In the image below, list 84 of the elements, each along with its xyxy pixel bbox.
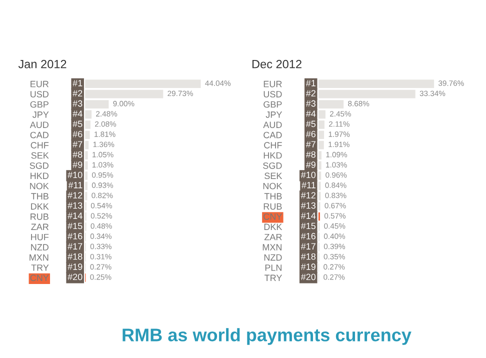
annotation: #3 xyxy=(72,100,82,107)
y-tick-label: AUD xyxy=(263,122,282,128)
y-tick-label: EUR xyxy=(30,80,49,88)
annotation: #15 xyxy=(300,222,316,230)
annotation: #20 xyxy=(300,274,316,280)
y-tick-label: DKK xyxy=(264,224,282,230)
annotation: #3 xyxy=(306,100,316,107)
y-tick-label: TRY xyxy=(31,264,49,271)
y-tick-label: JPY xyxy=(266,112,282,118)
annotation: #14 xyxy=(68,212,82,219)
text: RMB as world payments currency xyxy=(122,328,412,345)
annotation: #14 xyxy=(300,212,316,219)
annotation: #9 xyxy=(72,162,82,168)
y-tick-label: USD xyxy=(30,91,49,98)
y-tick-label: NZD xyxy=(31,244,49,250)
annotation: #11 xyxy=(68,182,82,188)
annotation: #7 xyxy=(306,141,316,148)
bar xyxy=(318,161,322,170)
y-tick-label: CHF xyxy=(264,142,282,148)
y-tick-label: MXN xyxy=(30,254,48,261)
annotation: #15 xyxy=(68,222,82,230)
annotation: #18 xyxy=(300,253,316,260)
y-tick-label: SGD xyxy=(30,162,49,169)
annotation: #6 xyxy=(72,130,82,138)
y-tick-label: NOK xyxy=(30,182,49,190)
y-tick-label: CHF xyxy=(30,142,49,148)
annotation: #9 xyxy=(306,162,316,168)
annotation: #16 xyxy=(300,232,316,240)
y-tick-label: NZD xyxy=(264,254,282,261)
annotation: #13 xyxy=(68,202,82,209)
y-tick-label: EUR xyxy=(264,80,282,88)
y-tick-label: NOK xyxy=(263,182,282,190)
y-tick-label: PLN xyxy=(265,264,282,271)
y-tick-label: THB xyxy=(264,193,282,200)
chart-title: Dec 2012 xyxy=(252,60,302,68)
annotation: #2 xyxy=(306,90,316,96)
y-tick-label: ZAR xyxy=(264,234,282,240)
annotation: #4 xyxy=(72,110,82,117)
y-tick-label: CNY xyxy=(264,213,282,220)
annotation: #8 xyxy=(72,151,82,158)
annotation: #13 xyxy=(300,202,316,209)
annotation: #17 xyxy=(68,243,82,250)
y-tick-label: THB xyxy=(31,193,48,200)
annotation: #12 xyxy=(300,192,316,198)
chart-title: Jan 2012 xyxy=(18,60,66,68)
y-tick-label: USD xyxy=(264,91,282,98)
annotation: #11 xyxy=(302,182,316,188)
y-tick-label: HKD xyxy=(264,152,282,159)
y-tick-label: HUF xyxy=(31,234,49,240)
y-tick-label: MXN xyxy=(262,244,282,250)
annotation: #5 xyxy=(72,120,82,128)
annotation: #8 xyxy=(306,151,316,158)
annotation: #16 xyxy=(68,232,82,240)
annotation: #20 xyxy=(68,274,82,280)
y-tick-label: RUB xyxy=(30,214,48,220)
annotation: #12 xyxy=(68,192,82,198)
y-tick-label: DKK xyxy=(31,203,49,210)
y-tick-label: AUD xyxy=(30,122,49,128)
annotation: #1 xyxy=(306,80,316,86)
annotation: #18 xyxy=(68,253,82,260)
annotation: #6 xyxy=(306,130,316,138)
annotation: #17 xyxy=(300,243,316,250)
y-tick-label: HKD xyxy=(30,172,49,179)
annotation: #1 xyxy=(72,80,82,86)
annotation: #19 xyxy=(300,264,316,270)
y-tick-label: CNY xyxy=(30,274,49,282)
y-tick-label: SEK xyxy=(264,172,282,180)
annotation: #5 xyxy=(306,120,316,128)
annotation: #7 xyxy=(72,141,82,148)
annotation: #19 xyxy=(68,264,82,270)
y-tick-label: JPY xyxy=(32,112,49,118)
y-tick-label: TRY xyxy=(264,274,282,281)
y-tick-label: ZAR xyxy=(31,224,49,230)
y-tick-label: SGD xyxy=(263,162,282,169)
y-tick-label: SEK xyxy=(31,152,49,159)
annotation: #2 xyxy=(72,90,82,96)
y-tick-label: GBP xyxy=(264,101,282,108)
y-tick-label: CAD xyxy=(30,132,49,138)
y-tick-label: RUB xyxy=(264,203,282,210)
annotation: #10 xyxy=(68,172,82,178)
y-tick-label: CAD xyxy=(264,132,282,138)
annotation: #4 xyxy=(306,110,316,117)
annotation: #10 xyxy=(300,172,316,178)
y-tick-label: GBP xyxy=(30,101,48,108)
